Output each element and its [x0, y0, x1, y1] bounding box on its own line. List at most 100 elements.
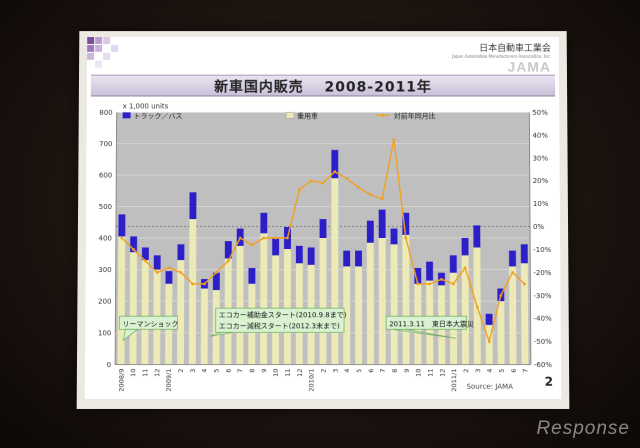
bar-truck — [402, 212, 410, 235]
x-tick-label: 9 — [403, 369, 411, 373]
projection-screen: 日本自動車工業会 Japan Automobile Manufacturers … — [76, 31, 570, 409]
bar-truck — [413, 267, 421, 284]
ratio-point — [226, 259, 230, 263]
deco-square — [95, 37, 103, 45]
y2-tick-label: 0% — [533, 223, 545, 231]
y-tick-label: 300 — [98, 266, 111, 274]
deco-square — [103, 37, 111, 45]
x-tick-label: 2009/1 — [165, 369, 173, 392]
y2-tick-label: 10% — [533, 200, 549, 208]
ratio-point — [179, 270, 182, 274]
y2-tick-label: 20% — [533, 177, 549, 185]
bar-truck — [177, 244, 185, 260]
bar-truck — [425, 261, 433, 281]
y2-tick-label: -30% — [533, 292, 552, 300]
ratio-point — [202, 281, 206, 285]
callout-ecocar-box — [216, 308, 344, 332]
annotation-ecocar-tax: エコカー減税スタート(2012.3末まで) — [219, 321, 340, 330]
bar-passenger — [366, 242, 374, 365]
bar-truck — [295, 245, 303, 263]
ratio-point — [499, 294, 503, 297]
bar-truck — [307, 247, 315, 265]
ratio-point — [167, 266, 171, 269]
y2-tick-label: -60% — [534, 361, 553, 369]
bar-passenger — [177, 260, 185, 365]
bar-truck — [461, 237, 469, 256]
y2-tick-label: -50% — [534, 338, 553, 346]
y-tick-label: 700 — [99, 140, 112, 148]
x-tick-label: 4 — [343, 369, 351, 373]
bar-truck — [508, 250, 516, 267]
y2-tick-label: -20% — [533, 269, 552, 277]
ratio-point — [463, 266, 466, 269]
ratio-point — [333, 170, 337, 174]
bar-truck — [165, 270, 173, 284]
deco-square — [87, 45, 95, 53]
y2-tick-label: -10% — [533, 246, 552, 254]
bar-passenger — [509, 266, 517, 365]
bar-truck — [271, 237, 279, 256]
bar-passenger — [319, 238, 327, 365]
bar-passenger — [331, 178, 339, 365]
x-tick-label: 10 — [129, 369, 137, 377]
legend-label-truck: トラック／バス — [134, 112, 183, 120]
x-tick-label: 11 — [141, 369, 149, 377]
deco-square — [95, 45, 103, 53]
sales-chart: 0 100 200 300 400 500 600 700 800 -60% -50% -40% -30… — [98, 102, 553, 392]
ratio-point — [510, 270, 514, 274]
bar-passenger — [129, 252, 137, 365]
bar-truck — [153, 255, 161, 270]
bar-passenger — [141, 260, 149, 365]
deco-square — [103, 53, 111, 61]
bar-passenger — [520, 263, 529, 365]
ratio-point — [190, 281, 194, 285]
x-tick-label: 12 — [438, 369, 446, 377]
bar-passenger — [188, 219, 197, 365]
x-tick-label: 7 — [236, 369, 244, 373]
x-tick-label: 2 — [462, 369, 470, 373]
bar-passenger — [200, 288, 208, 365]
annotation-ecocar-subsidy: エコカー補助金スタート(2010.9.8まで) — [219, 310, 347, 319]
y-axis-label: x 1,000 units — [123, 102, 169, 110]
bar-truck — [212, 272, 220, 290]
bar-passenger — [390, 244, 398, 365]
bar-truck — [473, 225, 481, 248]
y2-tick-label: 40% — [532, 132, 548, 140]
bar-truck — [224, 241, 232, 259]
ratio-point — [475, 305, 479, 309]
deco-square — [111, 45, 119, 53]
x-tick-label: 5 — [498, 369, 506, 373]
bar-truck — [331, 150, 339, 179]
ratio-point — [345, 177, 349, 181]
x-tick-label: 4 — [486, 369, 494, 373]
ratio-point — [214, 270, 218, 274]
y-tick-label: 600 — [99, 172, 112, 180]
bar-truck — [342, 250, 350, 267]
x-tick-label: 2010/1 — [308, 369, 316, 392]
bar-truck — [130, 236, 138, 252]
bar-passenger — [402, 234, 410, 365]
bar-passenger — [283, 249, 291, 365]
bar-passenger — [461, 255, 469, 365]
annotation-earthquake: 2011.3.11 東日本大震災 — [389, 319, 474, 328]
x-tick-label: 6 — [367, 369, 375, 373]
y2-tick-label: -40% — [534, 315, 553, 323]
x-tick-label: 3 — [331, 369, 339, 373]
legend-swatch-ratio-dot — [381, 113, 385, 117]
bar-passenger — [236, 245, 244, 365]
x-tick-label: 12 — [296, 369, 304, 377]
bar-truck — [260, 212, 268, 234]
bar-truck — [141, 247, 149, 260]
ratio-point — [120, 236, 124, 240]
ratio-point — [155, 270, 159, 274]
deco-square — [95, 61, 103, 69]
bar-passenger — [378, 238, 386, 365]
bar-truck — [449, 255, 457, 273]
x-tick-label: 7 — [379, 369, 387, 373]
bar-truck — [485, 313, 493, 325]
page-number: 2 — [544, 374, 554, 389]
bar-passenger — [117, 236, 126, 365]
ratio-point — [357, 186, 361, 190]
ratio-point — [143, 259, 147, 263]
x-tick-label: 10 — [415, 369, 423, 377]
